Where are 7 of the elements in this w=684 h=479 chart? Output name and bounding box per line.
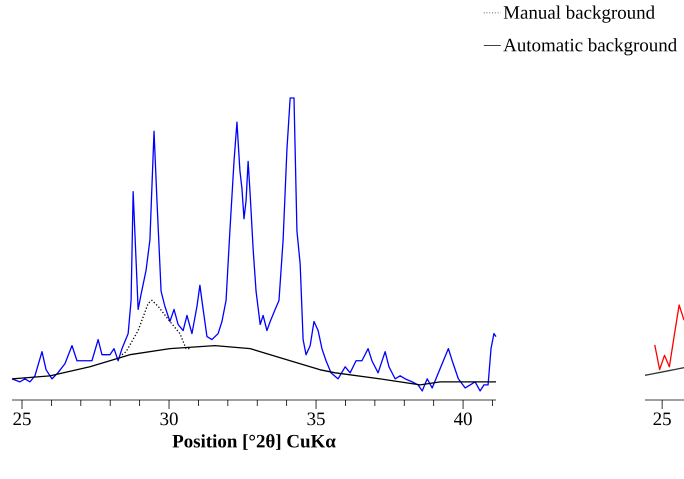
x-tick-label: 40 <box>454 412 472 426</box>
x-tick-label: 35 <box>307 412 325 426</box>
x-axis-title: Position [°2θ] CuKα <box>172 434 336 450</box>
x-tick-label: 25 <box>13 412 31 426</box>
legend-label: Manual background <box>504 6 655 23</box>
legend-label: Automatic background <box>503 38 677 56</box>
x-tick-label: 30 <box>160 412 178 426</box>
